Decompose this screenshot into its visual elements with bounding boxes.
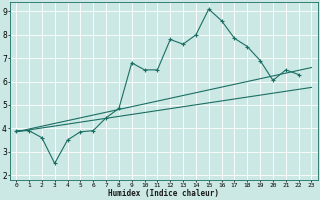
X-axis label: Humidex (Indice chaleur): Humidex (Indice chaleur) [108, 189, 219, 198]
